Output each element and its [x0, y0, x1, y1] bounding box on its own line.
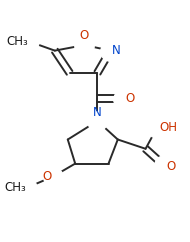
Text: N: N: [93, 106, 102, 119]
Text: O: O: [42, 170, 51, 183]
Text: O: O: [126, 92, 135, 105]
Text: CH₃: CH₃: [6, 35, 28, 48]
Text: O: O: [80, 29, 89, 42]
Text: O: O: [166, 160, 176, 173]
Text: N: N: [112, 44, 121, 57]
Text: CH₃: CH₃: [4, 181, 26, 194]
Text: OH: OH: [159, 121, 177, 134]
